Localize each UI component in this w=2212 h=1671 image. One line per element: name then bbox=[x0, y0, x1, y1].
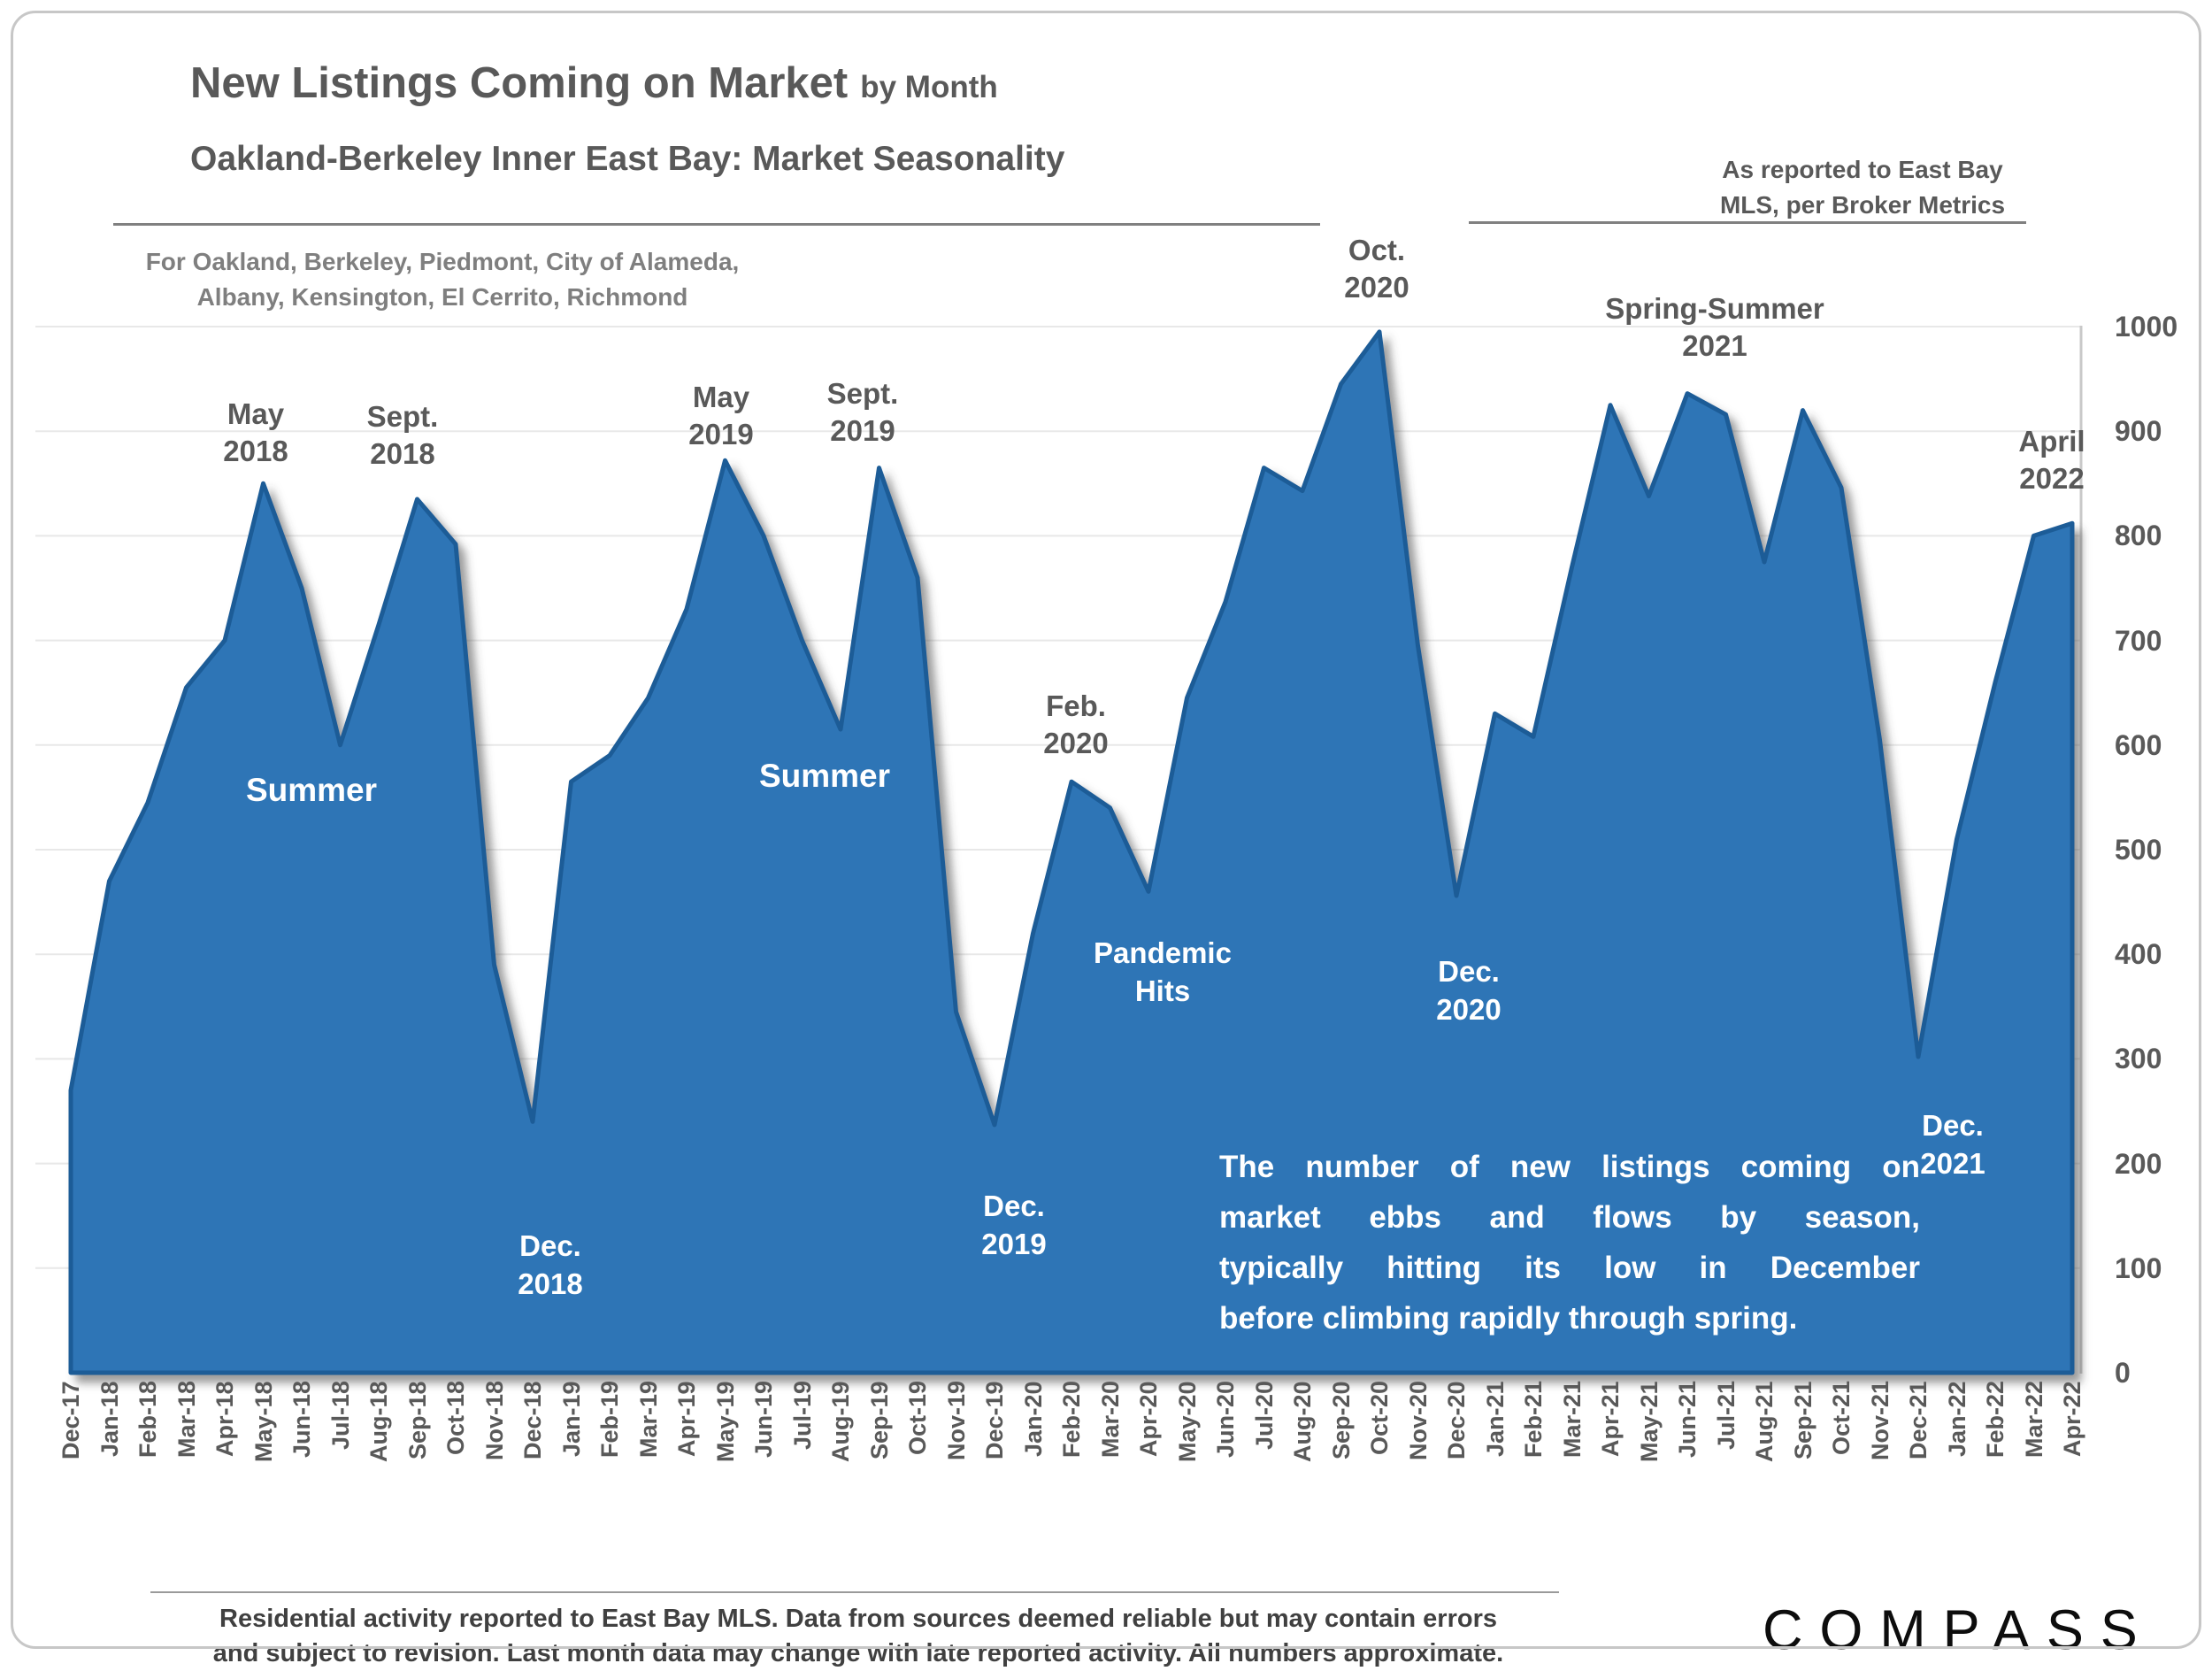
source-rule bbox=[1469, 221, 2026, 224]
x-axis-label: Nov-21 bbox=[1866, 1381, 1893, 1461]
x-axis-label: Jan-19 bbox=[557, 1381, 585, 1457]
annotation-summer-2018: Summer bbox=[245, 772, 378, 808]
y-axis-label: 200 bbox=[2115, 1147, 2162, 1180]
x-axis-label: Mar-19 bbox=[634, 1381, 662, 1459]
x-axis-label: Jul-20 bbox=[1250, 1381, 1278, 1451]
page-title-main: New Listings Coming on Market bbox=[190, 59, 849, 107]
x-axis-label: Aug-21 bbox=[1751, 1381, 1778, 1462]
x-axis-label: Mar-21 bbox=[1558, 1381, 1586, 1459]
annotation-may-2019: May 2019 bbox=[688, 381, 754, 450]
x-axis-label: Aug-19 bbox=[827, 1381, 854, 1462]
x-axis-label: Apr-20 bbox=[1135, 1381, 1162, 1457]
x-axis-label: Dec-21 bbox=[1905, 1381, 1932, 1459]
x-axis-label: May-18 bbox=[250, 1381, 277, 1462]
x-axis-label: Jul-18 bbox=[326, 1381, 354, 1451]
x-axis-label: Feb-21 bbox=[1520, 1381, 1547, 1459]
x-axis-label: Feb-22 bbox=[1982, 1381, 2008, 1459]
x-axis-label: Aug-18 bbox=[365, 1381, 392, 1462]
y-axis-label: 600 bbox=[2115, 728, 2162, 761]
footer-disclaimer: Residential activity reported to East Ba… bbox=[212, 1605, 1504, 1667]
y-axis-label: 500 bbox=[2115, 834, 2162, 866]
annotation-dec-2020: Dec. 2020 bbox=[1436, 955, 1502, 1026]
annotation-sept-2019: Sept. 2019 bbox=[826, 377, 899, 447]
new-listings-area bbox=[68, 329, 2075, 1375]
annotation-may-2018: May 2018 bbox=[223, 397, 288, 467]
x-axis-label: Dec-17 bbox=[58, 1381, 84, 1459]
annotation-dec-2018: Dec. 2018 bbox=[518, 1229, 583, 1300]
x-axis-label: Jun-20 bbox=[1212, 1381, 1239, 1459]
x-axis-label: Aug-20 bbox=[1289, 1381, 1316, 1462]
page-subtitle: Oakland-Berkeley Inner East Bay: Market … bbox=[190, 140, 1065, 178]
x-axis-label: Jan-20 bbox=[1019, 1381, 1047, 1457]
title-rule bbox=[113, 223, 1320, 226]
source-note: As reported to East Bay MLS, per Broker … bbox=[1719, 156, 2006, 219]
region-note: For Oakland, Berkeley, Piedmont, City of… bbox=[145, 248, 740, 311]
x-axis-label: Oct-21 bbox=[1828, 1381, 1855, 1456]
narrative-callout: The number of new listings coming on mark… bbox=[1219, 1142, 1920, 1344]
x-axis-label: Apr-21 bbox=[1597, 1381, 1624, 1457]
annotation-feb-2020: Feb. 2020 bbox=[1043, 689, 1109, 759]
x-axis-label: Feb-20 bbox=[1058, 1381, 1085, 1459]
x-axis-label: Jun-19 bbox=[750, 1381, 777, 1459]
x-axis-label: Jul-21 bbox=[1712, 1381, 1740, 1451]
annotation-sept-2018: Sept. 2018 bbox=[366, 400, 439, 470]
x-axis-label: Dec-20 bbox=[1443, 1381, 1470, 1459]
y-axis-label: 0 bbox=[2115, 1357, 2131, 1389]
x-axis-label: Apr-19 bbox=[673, 1381, 700, 1457]
x-axis-label: Jun-18 bbox=[288, 1381, 315, 1459]
annotation-spring-summer-2021: Spring-Summer 2021 bbox=[1605, 292, 1824, 362]
x-axis-label: Apr-18 bbox=[211, 1381, 238, 1457]
x-axis-label: Oct-19 bbox=[904, 1381, 931, 1456]
x-axis-label: Feb-18 bbox=[134, 1381, 161, 1459]
x-axis-label: Sep-21 bbox=[1789, 1381, 1816, 1459]
y-axis-label: 400 bbox=[2115, 938, 2162, 971]
annotation-dec-2019: Dec. 2019 bbox=[981, 1190, 1047, 1260]
area-series bbox=[68, 329, 2075, 1375]
x-axis-label: Jan-22 bbox=[1943, 1381, 1970, 1457]
x-axis-label: Dec-18 bbox=[519, 1381, 546, 1459]
x-axis-label: Apr-22 bbox=[2059, 1381, 2085, 1457]
narrative-line: market ebbs and flows by season, bbox=[1219, 1200, 1920, 1235]
x-axis-label: Oct-20 bbox=[1366, 1381, 1393, 1456]
annotation-pandemic-hits: Pandemic Hits bbox=[1094, 936, 1232, 1007]
x-axis-label: Dec-19 bbox=[981, 1381, 1008, 1459]
x-axis-label: Jan-21 bbox=[1481, 1381, 1509, 1457]
y-axis-label: 100 bbox=[2115, 1251, 2162, 1284]
annotation-dec-2021: Dec. 2021 bbox=[1920, 1109, 1985, 1180]
narrative-line: before climbing rapidly through spring. bbox=[1219, 1301, 1798, 1336]
narrative-line: The number of new listings coming on bbox=[1219, 1150, 1920, 1184]
y-axis-label: 300 bbox=[2115, 1043, 2162, 1075]
y-axis-label: 900 bbox=[2115, 415, 2162, 448]
x-axis-label: May-19 bbox=[711, 1381, 739, 1462]
footer-rule bbox=[150, 1591, 1559, 1593]
x-axis-label: Nov-18 bbox=[480, 1381, 508, 1461]
x-axis-label: Mar-18 bbox=[173, 1381, 200, 1459]
y-axis-label: 1000 bbox=[2115, 311, 2178, 343]
compass-logo: COMPASS bbox=[1763, 1599, 2154, 1661]
narrative-line: typically hitting its low in December bbox=[1219, 1251, 1920, 1285]
x-axis-label: Nov-20 bbox=[1404, 1381, 1432, 1461]
x-axis-label: Sep-19 bbox=[865, 1381, 893, 1459]
x-axis-label: Jul-19 bbox=[788, 1381, 816, 1451]
x-axis-label: Feb-19 bbox=[596, 1381, 623, 1459]
y-axis-label: 700 bbox=[2115, 624, 2162, 657]
annotation-oct-2020: Oct. 2020 bbox=[1344, 234, 1409, 304]
x-axis-label: Jan-18 bbox=[96, 1381, 123, 1457]
x-axis-label: Jun-21 bbox=[1674, 1381, 1701, 1459]
x-axis-label: Nov-19 bbox=[942, 1381, 970, 1461]
page-title-suffix: by Month bbox=[860, 70, 998, 104]
annotation-summer-2019: Summer bbox=[758, 758, 891, 794]
x-axis-label: Mar-20 bbox=[1096, 1381, 1124, 1459]
x-axis-label: Sep-20 bbox=[1327, 1381, 1355, 1459]
x-axis-label: Oct-18 bbox=[442, 1381, 469, 1456]
page-title: New Listings Coming on Market by Month bbox=[190, 58, 998, 108]
x-axis-label: Sep-18 bbox=[403, 1381, 431, 1459]
x-axis-label: Mar-22 bbox=[2020, 1381, 2047, 1459]
annotation-april-2022: April 2022 bbox=[2018, 425, 2085, 495]
x-axis-label: May-20 bbox=[1173, 1381, 1201, 1462]
y-axis-label: 800 bbox=[2115, 520, 2162, 552]
x-axis-label: May-21 bbox=[1635, 1381, 1663, 1462]
